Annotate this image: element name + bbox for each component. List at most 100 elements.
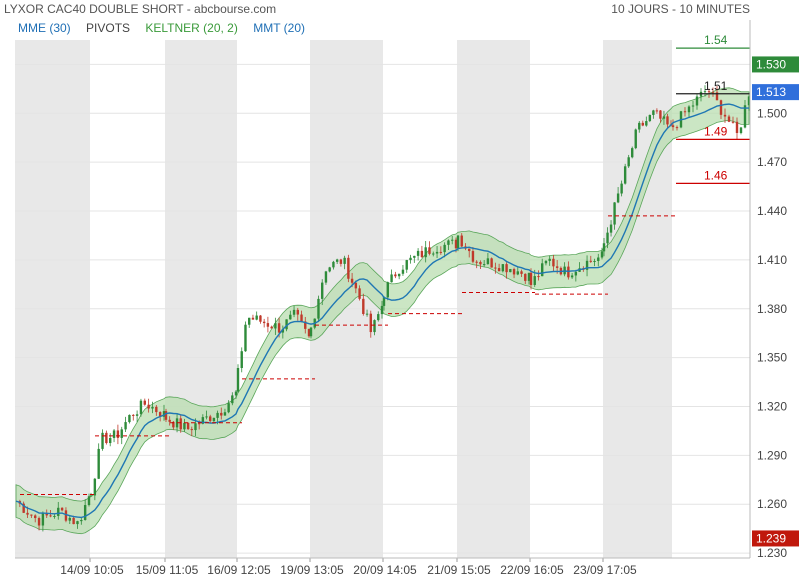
day-band xyxy=(165,40,237,558)
y-tick-label: 1.500 xyxy=(757,106,787,120)
candle-body xyxy=(197,423,201,425)
candle-body xyxy=(186,422,190,430)
candle-body xyxy=(597,257,600,261)
candle-body xyxy=(475,261,478,263)
price-tag-label: 1.513 xyxy=(756,85,786,99)
x-tick-label: 14/09 10:05 xyxy=(60,563,124,577)
candle-body xyxy=(482,264,486,266)
candle-body xyxy=(223,412,227,416)
candle-body xyxy=(358,288,361,299)
candle-body xyxy=(132,414,135,416)
candle-body xyxy=(339,259,343,264)
candle-body xyxy=(41,513,45,526)
candle-body xyxy=(593,260,596,262)
day-band xyxy=(603,40,672,558)
price-tag xyxy=(752,56,799,73)
candle-body xyxy=(613,202,616,225)
candle-body xyxy=(386,282,389,298)
legend-keltner[interactable]: KELTNER (20, 2) xyxy=(145,21,238,35)
candle-body xyxy=(711,92,715,94)
candle-body xyxy=(544,260,548,264)
candle-body xyxy=(454,239,458,249)
candle-body xyxy=(382,297,386,306)
candle-body xyxy=(497,268,501,272)
candle-body xyxy=(727,116,731,122)
candle-body xyxy=(570,275,574,278)
candle-body xyxy=(116,430,120,438)
candle-body xyxy=(574,271,578,276)
candle-body xyxy=(505,264,508,273)
candle-body xyxy=(236,367,240,392)
candle-body xyxy=(216,412,219,418)
candle-body xyxy=(509,269,512,273)
candle-body xyxy=(220,412,223,416)
candle-body xyxy=(259,315,262,322)
price-tag xyxy=(752,530,799,547)
candle-body xyxy=(281,329,285,333)
candle-body xyxy=(49,515,52,517)
candle-body xyxy=(606,232,609,244)
candle-body xyxy=(124,422,127,430)
candle-body xyxy=(416,250,420,256)
candle-body xyxy=(520,271,523,274)
candle-body xyxy=(432,253,435,255)
candle-body xyxy=(183,422,186,430)
candle-body xyxy=(244,324,247,352)
y-tick-label: 1.440 xyxy=(757,204,787,218)
candle-body xyxy=(277,323,281,333)
candle-body xyxy=(687,106,691,113)
candle-body xyxy=(300,314,303,322)
candle-body xyxy=(155,406,158,413)
candle-body xyxy=(695,96,699,106)
candle-body xyxy=(394,274,397,277)
candle-body xyxy=(307,328,311,337)
legend-pivots[interactable]: PIVOTS xyxy=(86,21,131,35)
candle-body xyxy=(255,315,258,320)
candle-body xyxy=(289,314,292,320)
candle-body xyxy=(512,269,516,275)
candle-body xyxy=(380,305,384,315)
candle-body xyxy=(87,496,91,506)
candle-body xyxy=(471,251,475,262)
candle-body xyxy=(743,105,747,128)
candle-body xyxy=(662,116,666,119)
candle-body xyxy=(64,510,68,521)
candle-body xyxy=(666,116,669,125)
candle-body xyxy=(468,248,471,252)
candle-body xyxy=(231,395,234,404)
candle-body xyxy=(328,267,331,272)
candle-body xyxy=(57,507,60,516)
candle-body xyxy=(34,515,37,519)
y-tick-label: 1.320 xyxy=(757,400,787,414)
x-tick-label: 20/09 14:05 xyxy=(353,563,417,577)
price-tag-label: 1.239 xyxy=(756,531,786,545)
candle-body xyxy=(120,429,123,438)
candle-body xyxy=(490,258,493,268)
candle-body xyxy=(703,91,707,93)
candle-body xyxy=(456,235,460,249)
candle-body xyxy=(128,414,131,423)
y-tick-label: 1.410 xyxy=(757,253,787,267)
candle-body xyxy=(723,114,727,117)
candle-body xyxy=(347,257,350,279)
candle-body xyxy=(234,391,238,396)
legend-mme[interactable]: MME (30) xyxy=(18,21,71,35)
y-tick-label: 1.230 xyxy=(757,546,787,560)
x-tick-label: 23/09 17:05 xyxy=(573,563,637,577)
candle-body xyxy=(659,110,662,119)
candle-body xyxy=(494,267,497,269)
candle-body xyxy=(209,416,212,422)
legend-mmt[interactable]: MMT (20) xyxy=(253,21,305,35)
candle-body xyxy=(343,257,346,264)
candle-body xyxy=(262,321,266,324)
candle-body xyxy=(486,258,490,265)
candle-body xyxy=(80,519,83,522)
candle-body xyxy=(731,121,735,123)
candle-body xyxy=(22,503,25,513)
candle-body xyxy=(439,251,443,253)
pivot-level-label: 1.51 xyxy=(704,79,728,93)
candle-body xyxy=(324,271,328,283)
candle-body xyxy=(620,183,623,194)
x-tick-label: 19/09 13:05 xyxy=(280,563,344,577)
